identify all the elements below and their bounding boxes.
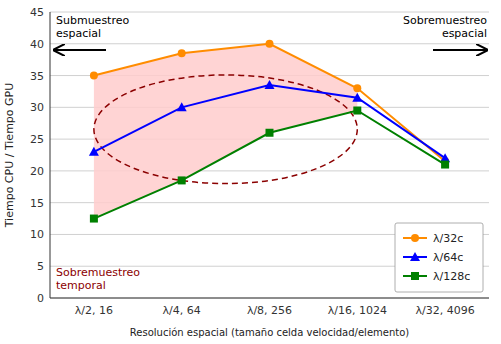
annotation: Sobremuestreoespacial	[403, 14, 487, 40]
y-tick-label: 5	[37, 260, 44, 273]
annotation: Submuestreoespacial	[56, 14, 129, 40]
arrow-left	[54, 49, 106, 51]
x-tick-label: λ/8, 256	[247, 304, 292, 317]
data-point	[177, 102, 187, 111]
x-axis-label: Resolución espacial (tamaño celda veloci…	[130, 327, 410, 338]
y-tick-label: 35	[30, 70, 44, 83]
y-tick-label: 45	[30, 6, 44, 19]
y-tick-label: 15	[30, 197, 44, 210]
legend-frame	[395, 223, 483, 292]
legend-marker	[411, 272, 419, 280]
legend-marker	[411, 234, 419, 242]
legend-label: λ/128c	[433, 270, 470, 283]
grid-line	[50, 12, 489, 13]
data-point	[352, 93, 362, 102]
y-tick-label: 10	[30, 228, 44, 241]
x-tick-label: λ/32, 4096	[415, 304, 474, 317]
annotation: Sobremuestreotemporal	[56, 266, 140, 292]
data-point	[90, 72, 98, 80]
data-point	[265, 80, 275, 89]
y-tick-label: 0	[37, 292, 44, 305]
x-tick-label: λ/2, 16	[75, 304, 113, 317]
x-tick-label: λ/4, 64	[163, 304, 201, 317]
y-tick-label: 40	[30, 38, 44, 51]
series-line	[94, 85, 445, 158]
y-tick-label: 30	[30, 101, 44, 114]
y-tick-label: 25	[30, 133, 44, 146]
y-tick-label: 20	[30, 165, 44, 178]
data-point	[353, 84, 361, 92]
y-axis	[50, 12, 51, 298]
y-axis-label: Tiempo CPU / Tiempo GPU	[3, 83, 16, 229]
legend-marker	[410, 252, 420, 261]
data-point	[90, 215, 98, 223]
legend: λ/32c λ/64c λ/128c	[395, 223, 483, 292]
data-point	[353, 107, 361, 115]
x-axis	[50, 298, 489, 299]
arrow-right	[433, 49, 487, 51]
legend-label: λ/32c	[433, 232, 463, 245]
plot-area	[89, 40, 450, 223]
series-line	[94, 111, 445, 219]
data-point	[89, 147, 99, 156]
data-point	[178, 176, 186, 184]
x-tick-label: λ/16, 1024	[328, 304, 387, 317]
grid-line	[50, 298, 489, 299]
data-point	[266, 129, 274, 137]
data-point	[441, 161, 449, 169]
legend-label: λ/64c	[433, 251, 463, 264]
data-point	[178, 49, 186, 57]
series-line	[94, 44, 445, 162]
data-point	[266, 40, 274, 48]
